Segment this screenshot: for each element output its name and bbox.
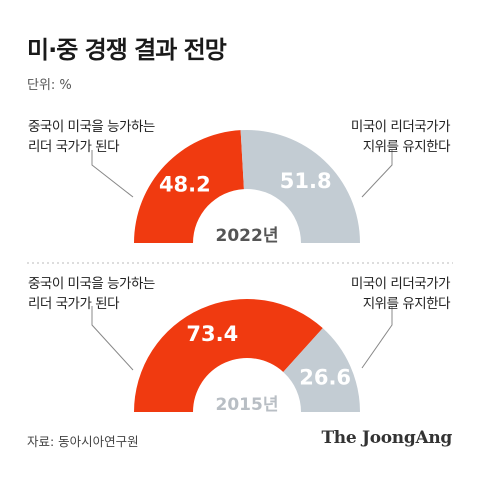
slice-china (134, 130, 244, 243)
chart1-left-label-line2: 리더 국가가 된다 (28, 139, 120, 155)
slice-china (134, 298, 323, 412)
callout-line-right (361, 306, 393, 369)
chart2-left-label-line2: 리더 국가가 된다 (28, 296, 120, 312)
value-label-china: 48.2 (159, 172, 211, 196)
chart1-left-label: 중국이 미국을 능가하는 리더 국가가 된다 (28, 117, 155, 157)
callout-line-left (91, 150, 134, 198)
chart-title: 미·중 경쟁 결과 전망 (27, 36, 227, 64)
gauge-chart-2022: 48.2 51.8 2022년 (91, 130, 393, 246)
chart1-right-label-line1: 미국이 리더국가가 (350, 119, 451, 135)
chart2-right-label: 미국이 리더국가가 지위를 유지한다 (350, 274, 451, 314)
callout-line-left (91, 306, 134, 371)
year-label: 2022년 (216, 226, 279, 246)
chart1-right-label: 미국이 리더국가가 지위를 유지한다 (350, 117, 451, 157)
value-label-us: 26.6 (299, 365, 351, 389)
gauge-chart-2015: 73.4 26.6 2015년 (91, 298, 393, 415)
unit-label: 단위: % (27, 78, 72, 93)
slice-us (283, 328, 360, 412)
chart1-right-label-line2: 지위를 유지한다 (362, 139, 451, 155)
chart1-left-label-line1: 중국이 미국을 능가하는 (28, 119, 155, 135)
value-label-china: 73.4 (186, 322, 238, 346)
source-note: 자료: 동아시아연구원 (27, 434, 139, 449)
chart2-left-label-line1: 중국이 미국을 능가하는 (28, 276, 155, 292)
brand-logo: The JoongAng (321, 428, 452, 448)
value-label-us: 51.8 (280, 169, 332, 193)
year-label: 2015년 (216, 395, 279, 415)
chart2-right-label-line1: 미국이 리더국가가 (350, 276, 451, 292)
chart2-right-label-line2: 지위를 유지한다 (362, 296, 451, 312)
callout-line-right (361, 150, 393, 198)
slice-us (240, 130, 360, 243)
chart2-left-label: 중국이 미국을 능가하는 리더 국가가 된다 (28, 274, 155, 314)
